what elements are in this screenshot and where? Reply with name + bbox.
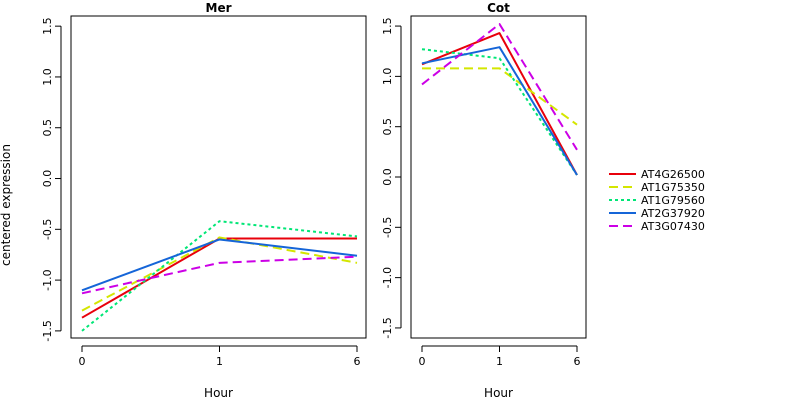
series-line-at1g75350: [81, 236, 358, 312]
y-tick-label: 0.5: [381, 118, 394, 136]
panel-cot: Cot -1.5 -1.0 -0.5 0.0 0.5 1.0 1.5 0 1 6 Hour: [381, 1, 587, 400]
y-tick-label: 0.0: [381, 168, 394, 186]
y-axis-label: centered expression: [0, 144, 13, 266]
y-tick-label: 1.5: [41, 17, 54, 35]
panel-title: Cot: [487, 1, 510, 15]
series-line-at1g79560: [81, 220, 358, 332]
y-tick-label: 0.0: [41, 170, 54, 188]
x-tick-label: 1: [496, 355, 503, 368]
plot-frame: [70, 15, 367, 339]
series-line-at3g07430: [81, 255, 358, 295]
legend-item: AT1G79560: [609, 194, 705, 207]
legend-item: AT1G75350: [609, 181, 705, 194]
legend-item: AT4G26500: [609, 168, 705, 181]
y-tick-label: -0.5: [381, 217, 394, 238]
legend-label: AT4G26500: [641, 168, 705, 181]
y-tick-label: -1.0: [381, 267, 394, 288]
x-axis-label: Hour: [204, 386, 233, 400]
y-tick-label: -1.5: [381, 317, 394, 338]
x-tick-label: 0: [79, 355, 86, 368]
series-line-at2g37920: [421, 46, 578, 176]
x-tick-label: 6: [574, 355, 581, 368]
series-line-at1g75350: [422, 67, 578, 126]
legend-label: AT1G79560: [641, 194, 705, 207]
legend-item: AT3G07430: [609, 220, 705, 233]
series-line-at4g26500: [421, 32, 578, 176]
legend: AT4G26500AT1G75350AT1G79560AT2G37920AT3G…: [609, 168, 705, 233]
y-tick-label: 1.5: [381, 17, 394, 35]
y-tick-label: -1.5: [41, 320, 54, 341]
panel-title: Mer: [206, 1, 232, 15]
series-line-at2g37920: [81, 238, 358, 292]
legend-label: AT2G37920: [641, 207, 705, 220]
series-line-at3g07430: [421, 23, 578, 151]
x-axis-label: Hour: [484, 386, 513, 400]
panel-mer: Mer -1.5 -1.0 -0.5 0.0 0.5 1.0 1.5 0 1 6 Hour: [41, 1, 367, 400]
plot-frame: [410, 15, 587, 339]
y-tick-label: 1.0: [381, 68, 394, 86]
y-tick-label: 1.0: [41, 68, 54, 86]
y-tick-label: -1.0: [41, 269, 54, 290]
x-tick-label: 1: [216, 355, 223, 368]
legend-label: AT1G75350: [641, 181, 705, 194]
x-tick-label: 6: [354, 355, 361, 368]
legend-item: AT2G37920: [609, 207, 705, 220]
x-tick-label: 0: [419, 355, 426, 368]
y-tick-label: 0.5: [41, 119, 54, 137]
panels: Mer -1.5 -1.0 -0.5 0.0 0.5 1.0 1.5 0 1 6 Hour Cot -1.…: [41, 1, 587, 400]
y-tick-label: -0.5: [41, 219, 54, 240]
series-line-at1g79560: [421, 48, 578, 176]
legend-label: AT3G07430: [641, 220, 705, 233]
